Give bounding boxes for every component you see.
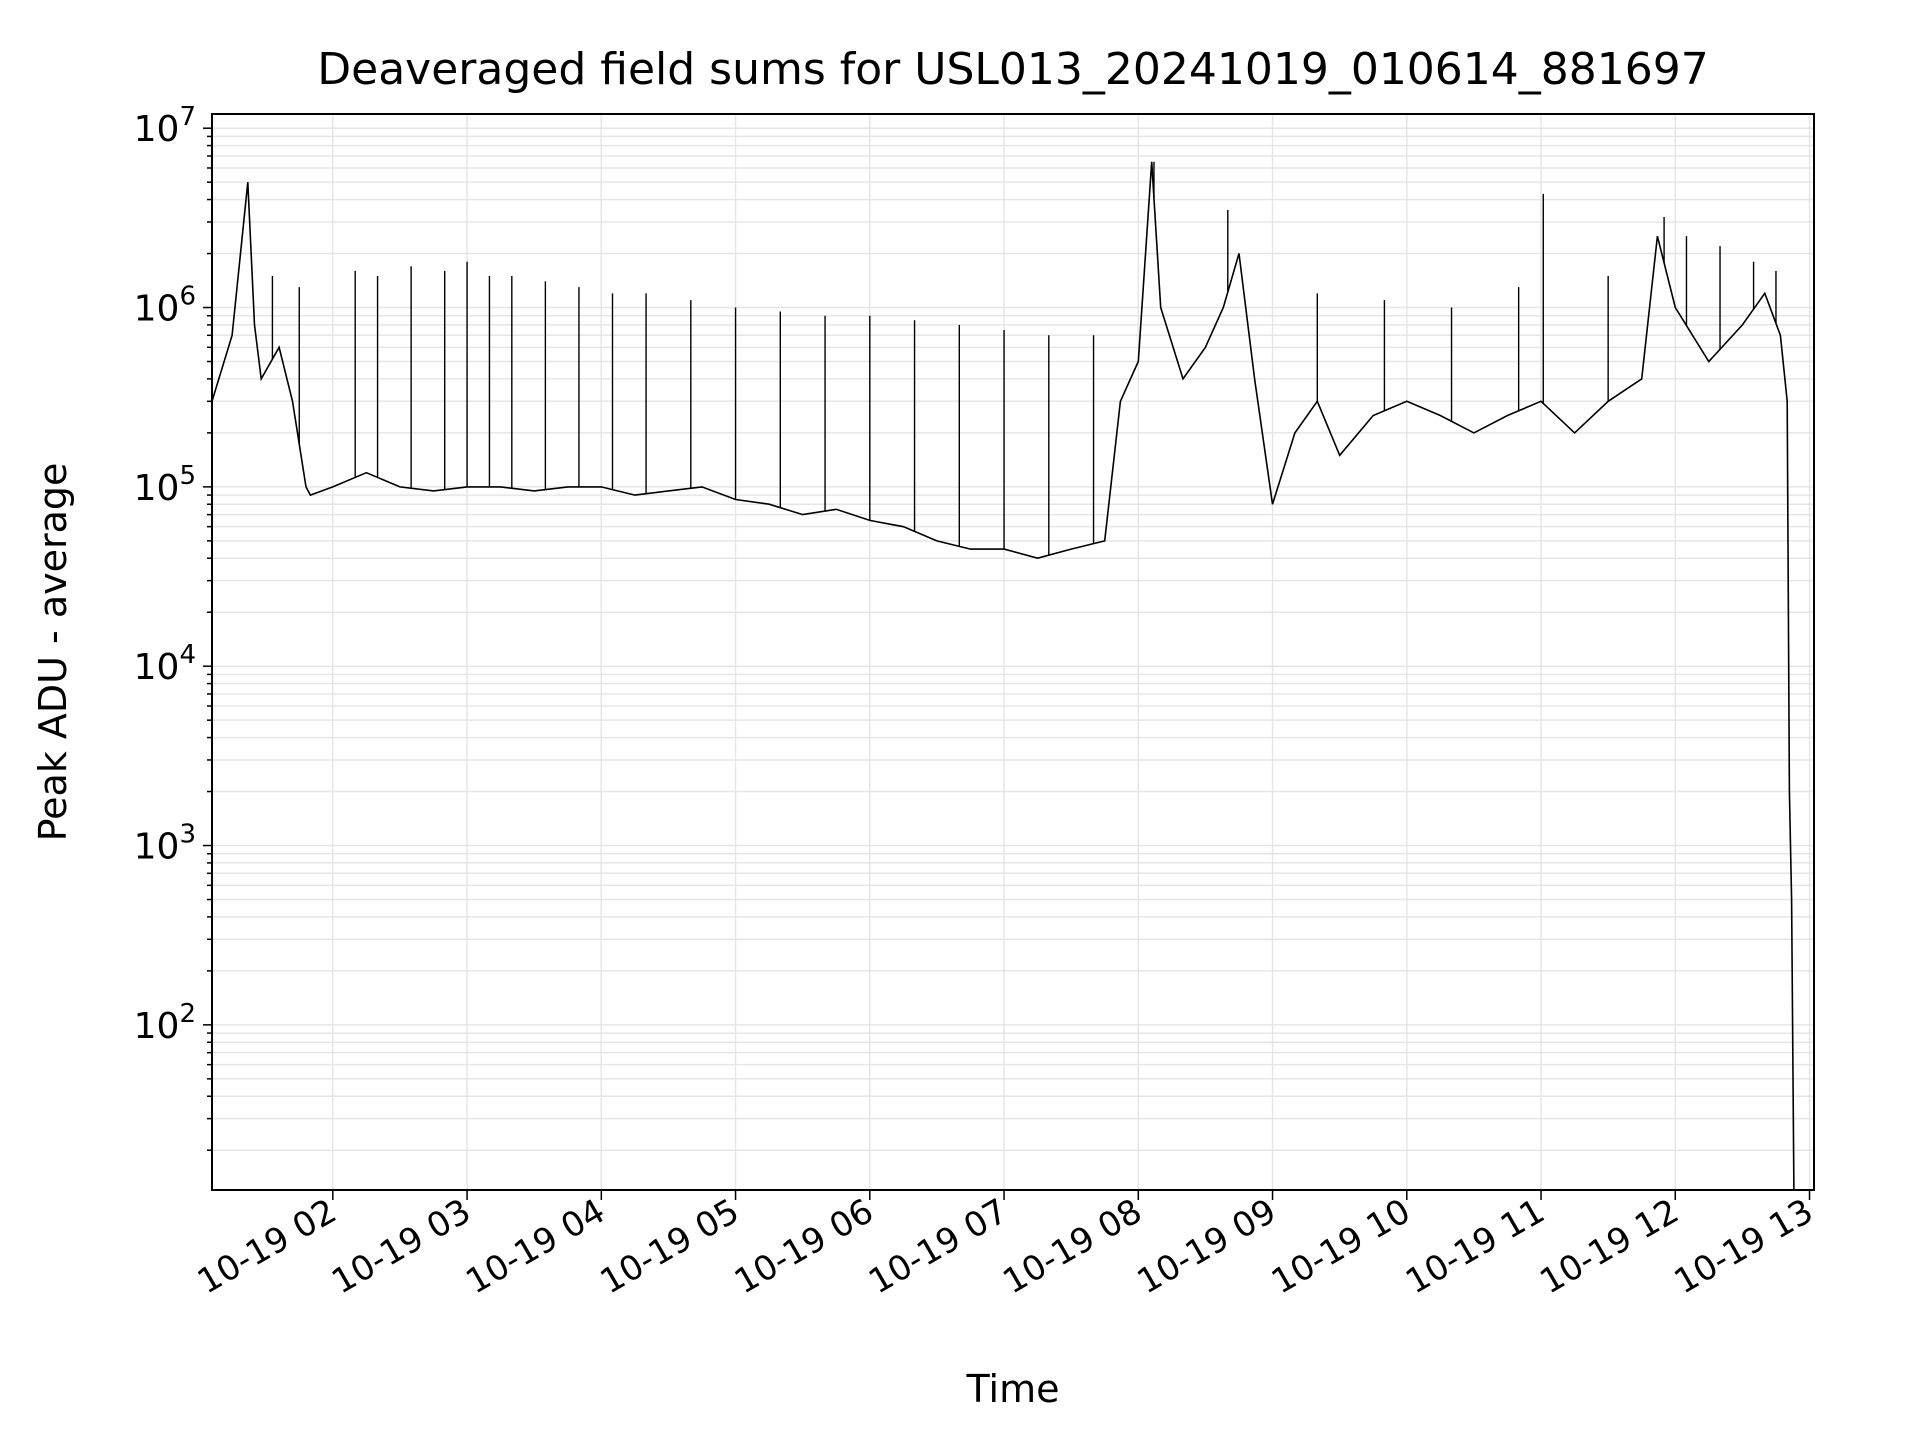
plot-frame bbox=[211, 113, 1815, 1191]
y-tick-exponent: 2 bbox=[179, 999, 196, 1029]
y-tick-label-text: 104 bbox=[134, 640, 196, 688]
y-tick-label-text: 102 bbox=[134, 999, 196, 1047]
y-tick-base: 10 bbox=[134, 827, 180, 868]
y-tick-exponent: 6 bbox=[179, 282, 196, 312]
y-tick-label: 102 bbox=[134, 999, 196, 1047]
y-tick-label: 104 bbox=[134, 640, 196, 688]
x-tick-label: 10-19 05 bbox=[594, 1191, 746, 1302]
x-tick-label: 10-19 06 bbox=[728, 1191, 880, 1302]
y-tick-base: 10 bbox=[134, 647, 180, 688]
y-tick-exponent: 3 bbox=[179, 820, 196, 850]
y-tick-base: 10 bbox=[134, 289, 180, 330]
y-tick-base: 10 bbox=[134, 109, 180, 150]
y-tick-label-text: 103 bbox=[134, 820, 196, 868]
x-tick-label: 10-19 08 bbox=[996, 1191, 1148, 1302]
x-tick-label: 10-19 02 bbox=[191, 1191, 343, 1302]
y-tick-base: 10 bbox=[134, 1006, 180, 1047]
x-tick-label: 10-19 03 bbox=[325, 1191, 477, 1302]
y-tick-exponent: 7 bbox=[179, 102, 196, 132]
x-axis-label: Time bbox=[966, 1367, 1060, 1411]
y-tick-label-text: 106 bbox=[134, 282, 196, 330]
x-tick-label: 10-19 12 bbox=[1533, 1191, 1685, 1302]
y-tick-label: 107 bbox=[134, 102, 196, 150]
y-tick-base: 10 bbox=[134, 468, 180, 509]
x-tick-label: 10-19 11 bbox=[1399, 1191, 1551, 1302]
y-tick-label: 105 bbox=[134, 461, 196, 509]
y-axis-label: Peak ADU - average bbox=[31, 463, 75, 842]
y-tick-label: 103 bbox=[134, 820, 196, 868]
x-tick-label: 10-19 09 bbox=[1131, 1191, 1283, 1302]
y-tick-exponent: 5 bbox=[179, 461, 196, 491]
chart-title: Deaveraged field sums for USL013_2024101… bbox=[317, 44, 1709, 95]
x-tick-label: 10-19 13 bbox=[1668, 1191, 1820, 1302]
series-line bbox=[211, 161, 1795, 1191]
y-tick-label: 106 bbox=[134, 282, 196, 330]
series-layer bbox=[211, 161, 1795, 1191]
x-tick-label: 10-19 04 bbox=[459, 1191, 611, 1302]
x-tick-label: 10-19 07 bbox=[862, 1191, 1014, 1302]
y-tick-label-text: 105 bbox=[134, 461, 196, 509]
y-tick-exponent: 4 bbox=[179, 640, 196, 670]
y-tick-label-text: 107 bbox=[134, 102, 196, 150]
x-tick-label: 10-19 10 bbox=[1265, 1191, 1417, 1302]
grid-layer bbox=[212, 114, 1814, 1190]
